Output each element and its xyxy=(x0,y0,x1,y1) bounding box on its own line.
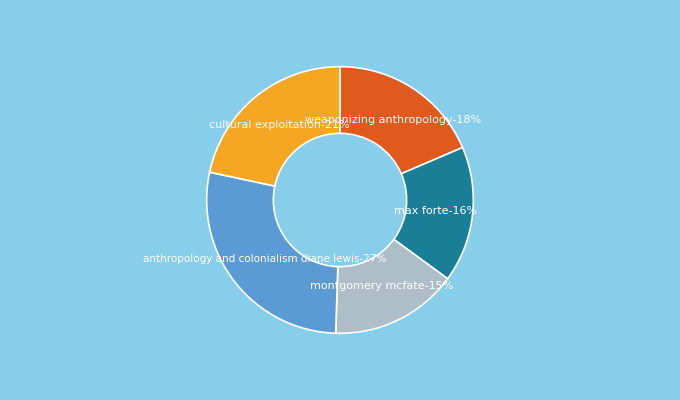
Wedge shape xyxy=(394,148,473,279)
Text: weaponizing anthropology-18%: weaponizing anthropology-18% xyxy=(305,115,481,125)
Text: anthropology and colonialism diane lewis-27%: anthropology and colonialism diane lewis… xyxy=(143,254,386,264)
Wedge shape xyxy=(207,172,338,333)
Wedge shape xyxy=(336,239,447,333)
Wedge shape xyxy=(340,67,462,174)
Wedge shape xyxy=(209,67,340,186)
Text: max forte-16%: max forte-16% xyxy=(394,206,477,216)
Text: cultural exploitation-21%: cultural exploitation-21% xyxy=(209,120,350,130)
Text: montgomery mcfate-15%: montgomery mcfate-15% xyxy=(311,281,454,291)
